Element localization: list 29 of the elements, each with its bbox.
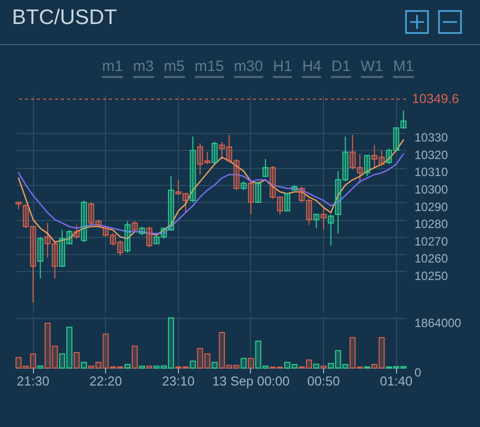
- text: m3: [132, 58, 154, 78]
- x-tick-label: 13 Sep 00:00: [212, 374, 290, 388]
- y-tick-label: 10260: [414, 252, 448, 266]
- x-tick-label: 00:50: [307, 374, 340, 388]
- y-tick-label: 10280: [414, 217, 448, 232]
- text: H4: [302, 58, 322, 78]
- text: m1: [102, 58, 123, 78]
- text: H1: [273, 58, 292, 78]
- x-tick-label: 22:20: [89, 374, 122, 388]
- y-tick-label: 10300: [414, 182, 448, 196]
- text: W1: [360, 58, 384, 78]
- x-tick-label: 01:40: [380, 374, 412, 388]
- text: m5: [164, 58, 185, 78]
- y-tick-label: 10270: [414, 234, 448, 248]
- y-tick-label: 10250: [414, 268, 448, 283]
- text: BTC/USDT: [12, 6, 117, 30]
- y-tick-label: 10310: [414, 165, 448, 180]
- x-tick-label: 23:10: [162, 374, 195, 388]
- y-tick-label: 10330: [414, 130, 448, 145]
- x-tick-label: 21:30: [16, 374, 50, 388]
- y-tick-label: 10290: [414, 200, 448, 214]
- text: M1: [393, 58, 414, 78]
- text: m15: [194, 58, 224, 78]
- text: m30: [234, 58, 263, 78]
- text: D1: [331, 58, 351, 78]
- y-tick-label: 10320: [414, 148, 448, 162]
- y-tick-label: 0: [414, 366, 422, 380]
- ref-line-label: 10349.6: [412, 91, 459, 106]
- y-tick-label: 1864000: [414, 316, 462, 330]
